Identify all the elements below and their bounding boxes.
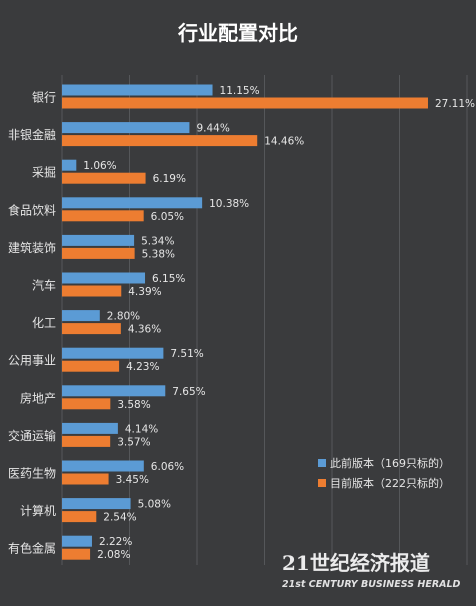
bar-series-1: [62, 535, 92, 547]
bar-series-2: [62, 323, 121, 335]
data-label: 3.57%: [117, 436, 150, 448]
category-label: 食品饮料: [8, 202, 56, 217]
legend-swatch-series-1: [318, 459, 326, 467]
data-label: 27.11%: [435, 98, 475, 110]
bar-series-2: [62, 210, 144, 222]
category-label: 计算机: [20, 503, 56, 518]
category-label: 建筑装饰: [8, 240, 56, 255]
bar-series-2: [62, 398, 111, 410]
bar-series-2: [62, 360, 120, 372]
bar-series-1: [62, 84, 213, 96]
bar-series-1: [62, 422, 118, 434]
data-label: 6.15%: [152, 273, 185, 285]
bar-series-2: [62, 285, 122, 297]
data-label: 3.58%: [117, 399, 150, 411]
category-label: 采掘: [32, 165, 56, 180]
category-label: 有色金属: [8, 541, 56, 556]
bar-series-2: [62, 473, 109, 485]
data-label: 6.05%: [151, 211, 184, 223]
data-label: 7.65%: [172, 386, 205, 398]
data-label: 3.45%: [116, 474, 149, 486]
data-label: 2.08%: [97, 549, 130, 561]
bar-series-2: [62, 511, 97, 523]
legend-label: 此前版本（169只标的）: [330, 456, 450, 470]
category-label: 房地产: [20, 390, 56, 405]
data-label: 2.22%: [99, 536, 132, 548]
data-label: 4.36%: [128, 324, 161, 336]
bar-series-1: [62, 460, 144, 472]
watermark-cn: 21世纪经济报道: [282, 551, 430, 575]
bar-series-1: [62, 310, 100, 322]
bars: 11.15% 27.11% 9.44% 14.46% 1.06% 6.19% 10.38% 6…: [62, 84, 475, 561]
bar-series-1: [62, 122, 190, 134]
category-labels: 银行非银金融采掘食品饮料建筑装饰汽车化工公用事业房地产交通运输医药生物计算机有色…: [8, 91, 56, 556]
category-label: 医药生物: [8, 467, 56, 481]
category-label: 银行: [32, 91, 56, 105]
data-label: 6.06%: [151, 461, 184, 473]
bar-series-1: [62, 197, 203, 209]
category-label: 汽车: [32, 278, 56, 293]
bar-series-1: [62, 234, 135, 246]
data-label: 5.08%: [138, 499, 171, 511]
gridlines: [61, 75, 468, 565]
data-label: 5.38%: [142, 248, 175, 260]
bar-series-2: [62, 247, 135, 259]
bar-series-2: [62, 135, 258, 147]
data-label: 10.38%: [209, 198, 249, 210]
bar-series-1: [62, 385, 166, 397]
bar-series-1: [62, 272, 146, 284]
data-label: 9.44%: [196, 123, 229, 135]
category-label: 交通运输: [8, 428, 56, 443]
bar-series-1: [62, 498, 131, 510]
data-label: 11.15%: [220, 85, 260, 97]
bar-series-1: [62, 159, 77, 171]
bar-series-2: [62, 172, 146, 184]
category-label: 非银金融: [8, 127, 56, 142]
data-label: 6.19%: [153, 173, 186, 185]
data-label: 4.23%: [126, 361, 159, 373]
bar-series-2: [62, 548, 91, 560]
chart-title: 行业配置对比: [177, 21, 298, 45]
data-label: 2.80%: [107, 311, 140, 323]
legend-swatch-series-2: [318, 479, 326, 487]
legend-label: 目前版本（222只标的）: [330, 476, 450, 490]
watermark-logo: 21世纪经济报道 21st CENTURY BUSINESS HERALD: [282, 551, 461, 590]
bar-series-2: [62, 435, 111, 447]
legend: 此前版本（169只标的） 目前版本（222只标的）: [318, 456, 450, 490]
watermark-en: 21st CENTURY BUSINESS HERALD: [282, 579, 461, 590]
data-label: 4.14%: [125, 423, 158, 435]
category-label: 化工: [32, 316, 56, 330]
data-label: 7.51%: [170, 348, 203, 360]
data-label: 2.54%: [103, 512, 136, 524]
category-label: 公用事业: [8, 354, 56, 368]
data-label: 1.06%: [83, 160, 116, 172]
data-label: 4.39%: [128, 286, 161, 298]
data-label: 5.34%: [141, 235, 174, 247]
bar-series-1: [62, 347, 164, 359]
data-label: 14.46%: [264, 136, 304, 148]
bar-series-2: [62, 97, 428, 109]
